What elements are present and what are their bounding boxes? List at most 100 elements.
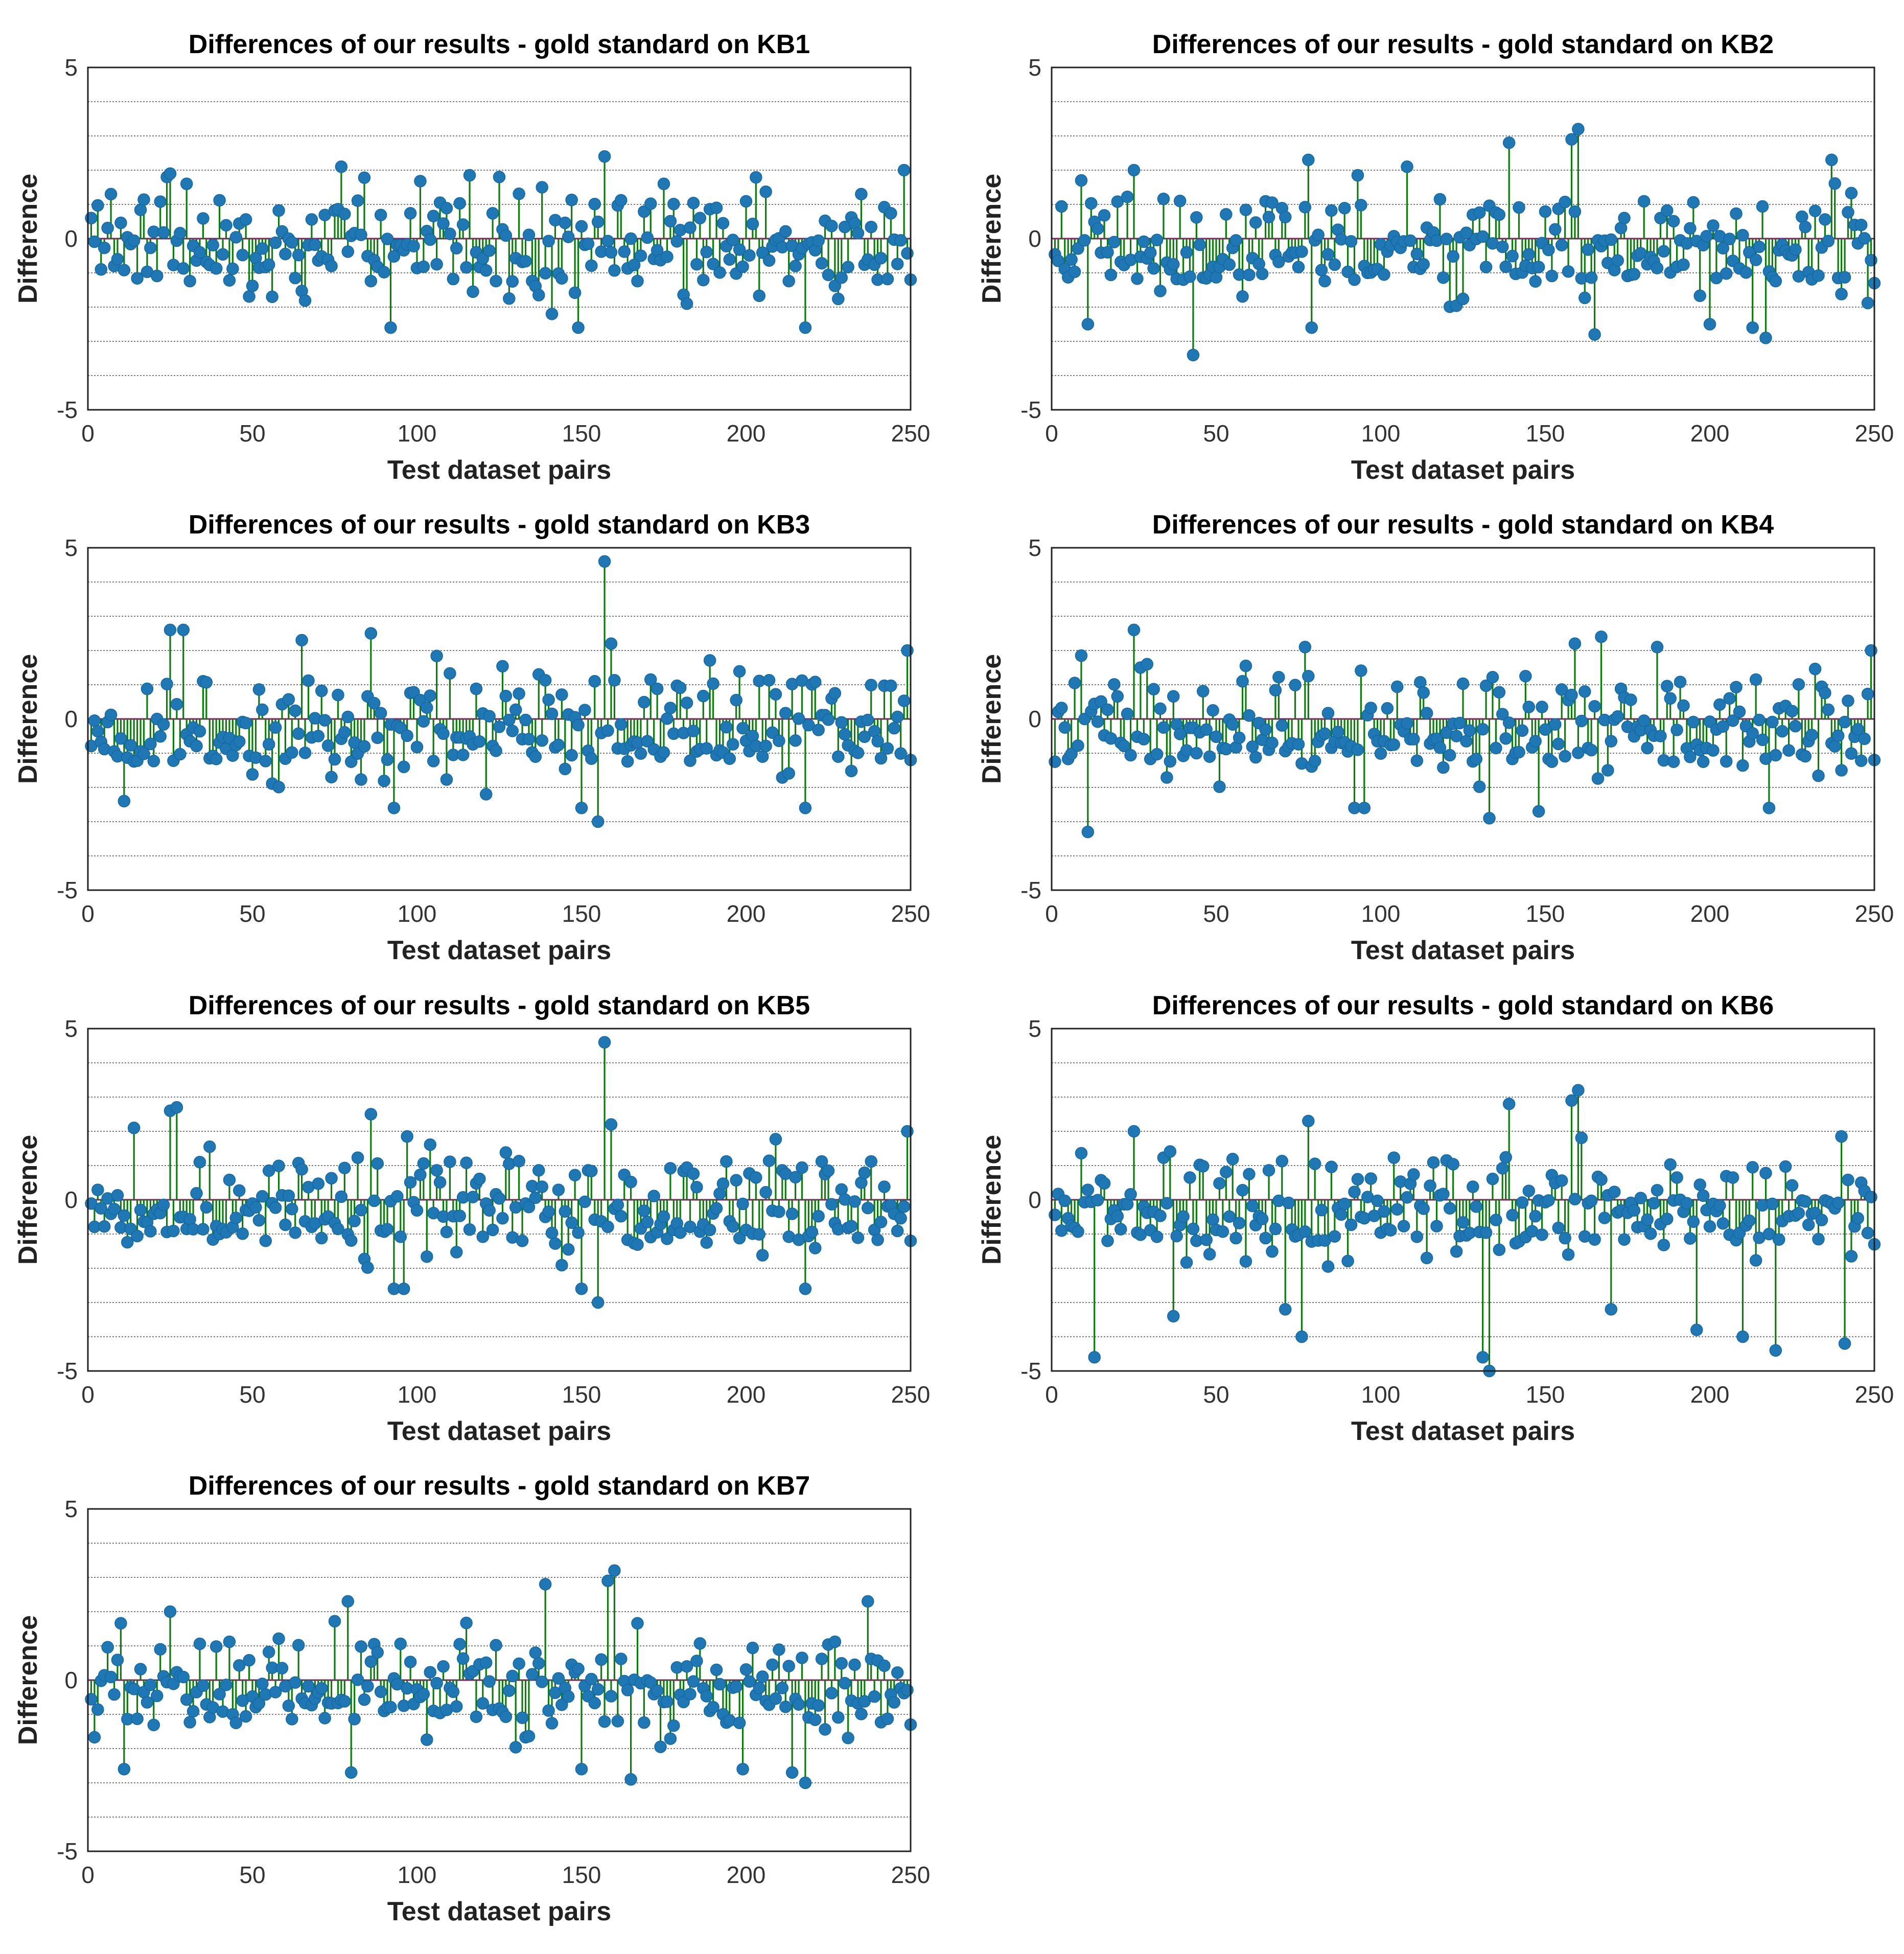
x-tick-label: 150 bbox=[562, 1862, 601, 1888]
stem-marker bbox=[1111, 690, 1124, 703]
x-tick-label: 200 bbox=[727, 900, 766, 927]
stem-marker bbox=[739, 1663, 753, 1676]
stem-marker bbox=[1167, 1310, 1180, 1323]
stem-marker bbox=[364, 274, 378, 288]
stem-marker bbox=[700, 245, 713, 259]
stem-marker bbox=[1081, 1183, 1095, 1196]
stem-marker bbox=[341, 1595, 355, 1608]
stem-marker bbox=[210, 753, 223, 765]
y-tick-label: 0 bbox=[1028, 1187, 1041, 1213]
stem-marker bbox=[1302, 153, 1315, 167]
stem-marker bbox=[822, 268, 835, 282]
stem-marker bbox=[611, 1198, 624, 1212]
stem-marker bbox=[753, 1228, 766, 1241]
stem-marker bbox=[1447, 250, 1459, 263]
stem-marker bbox=[667, 1719, 680, 1732]
stem-marker bbox=[532, 1657, 545, 1670]
stem-marker bbox=[1746, 321, 1759, 334]
stem-marker bbox=[1651, 1183, 1664, 1197]
stem-marker bbox=[453, 1209, 466, 1222]
stem-marker bbox=[197, 212, 210, 225]
stem-marker bbox=[1302, 1114, 1315, 1128]
stem-marker bbox=[1095, 695, 1107, 708]
x-axis-label: Test dataset pairs bbox=[387, 1897, 611, 1926]
stem-marker bbox=[1486, 1172, 1499, 1185]
stem-marker bbox=[621, 1684, 634, 1696]
stem-marker bbox=[1822, 235, 1835, 247]
stem-marker bbox=[812, 1209, 825, 1223]
stem-marker bbox=[1493, 208, 1506, 221]
stem-marker bbox=[1101, 703, 1114, 716]
stem-marker bbox=[256, 703, 269, 716]
stem-marker bbox=[1190, 747, 1203, 760]
stem-marker bbox=[773, 734, 785, 748]
stem-marker bbox=[374, 707, 387, 719]
stem-marker bbox=[1160, 771, 1173, 784]
y-tick-label: 5 bbox=[1028, 54, 1041, 81]
stem-marker bbox=[1608, 1185, 1621, 1198]
stem-marker bbox=[565, 194, 578, 206]
stem-marker bbox=[552, 1672, 565, 1685]
stem-marker bbox=[1164, 1145, 1177, 1158]
stem-marker bbox=[796, 1651, 808, 1664]
stem-marker bbox=[292, 1639, 305, 1651]
stem-marker bbox=[289, 271, 301, 285]
stem-marker bbox=[664, 215, 677, 228]
stem-marker bbox=[174, 748, 187, 761]
stem-marker bbox=[1753, 713, 1766, 727]
stem-marker bbox=[1736, 1330, 1749, 1343]
y-tick-label: -5 bbox=[57, 1358, 78, 1384]
stem-marker bbox=[394, 1637, 407, 1650]
stem-marker bbox=[355, 1203, 367, 1217]
stem-marker bbox=[713, 1678, 726, 1691]
stem-marker bbox=[1644, 1227, 1657, 1240]
stem-marker bbox=[819, 1723, 831, 1736]
stem-marker bbox=[799, 1282, 812, 1295]
stem-marker bbox=[371, 1646, 384, 1659]
stem-marker bbox=[259, 1235, 272, 1247]
stem-marker bbox=[486, 207, 499, 220]
stem-marker bbox=[490, 274, 502, 288]
stem-marker bbox=[1647, 1197, 1660, 1209]
stem-marker bbox=[756, 1249, 769, 1262]
stem-marker bbox=[1173, 195, 1187, 207]
stem-marker bbox=[1098, 209, 1111, 222]
stem-marker bbox=[1447, 1158, 1459, 1171]
stem-marker bbox=[562, 230, 575, 243]
stem-marker bbox=[414, 1168, 427, 1181]
stem-marker bbox=[1200, 1234, 1213, 1246]
stem-marker bbox=[1269, 684, 1282, 696]
stem-marker bbox=[91, 1703, 104, 1716]
stem-marker bbox=[1137, 235, 1150, 248]
stem-marker bbox=[1684, 1232, 1697, 1245]
stem-marker bbox=[1150, 234, 1164, 246]
x-tick-label: 250 bbox=[891, 1862, 931, 1888]
stem-marker bbox=[85, 212, 98, 225]
stem-marker bbox=[1578, 291, 1591, 305]
stem-marker bbox=[91, 199, 104, 212]
stem-marker bbox=[381, 753, 394, 766]
stem-marker bbox=[1835, 764, 1848, 777]
stem-marker bbox=[874, 752, 888, 765]
stem-marker bbox=[470, 1710, 483, 1723]
stem-marker bbox=[871, 735, 884, 748]
stem-marker bbox=[1769, 274, 1782, 288]
stem-marker bbox=[595, 1653, 608, 1666]
stem-marker bbox=[137, 748, 150, 760]
stem-marker bbox=[1318, 274, 1331, 288]
stem-marker bbox=[127, 234, 141, 247]
stem-marker bbox=[1401, 717, 1413, 730]
stem-marker bbox=[447, 272, 460, 286]
stem-marker bbox=[1785, 705, 1799, 717]
stem-marker bbox=[137, 193, 150, 206]
stem-marker bbox=[815, 257, 828, 270]
stem-marker bbox=[664, 702, 677, 714]
x-tick-label: 150 bbox=[562, 420, 601, 447]
stem-marker bbox=[104, 708, 118, 722]
stem-marker bbox=[1555, 1174, 1568, 1187]
stem-marker bbox=[292, 727, 305, 740]
stem-marker bbox=[808, 1713, 822, 1726]
stem-marker bbox=[1542, 243, 1555, 257]
stem-marker bbox=[796, 1161, 808, 1174]
